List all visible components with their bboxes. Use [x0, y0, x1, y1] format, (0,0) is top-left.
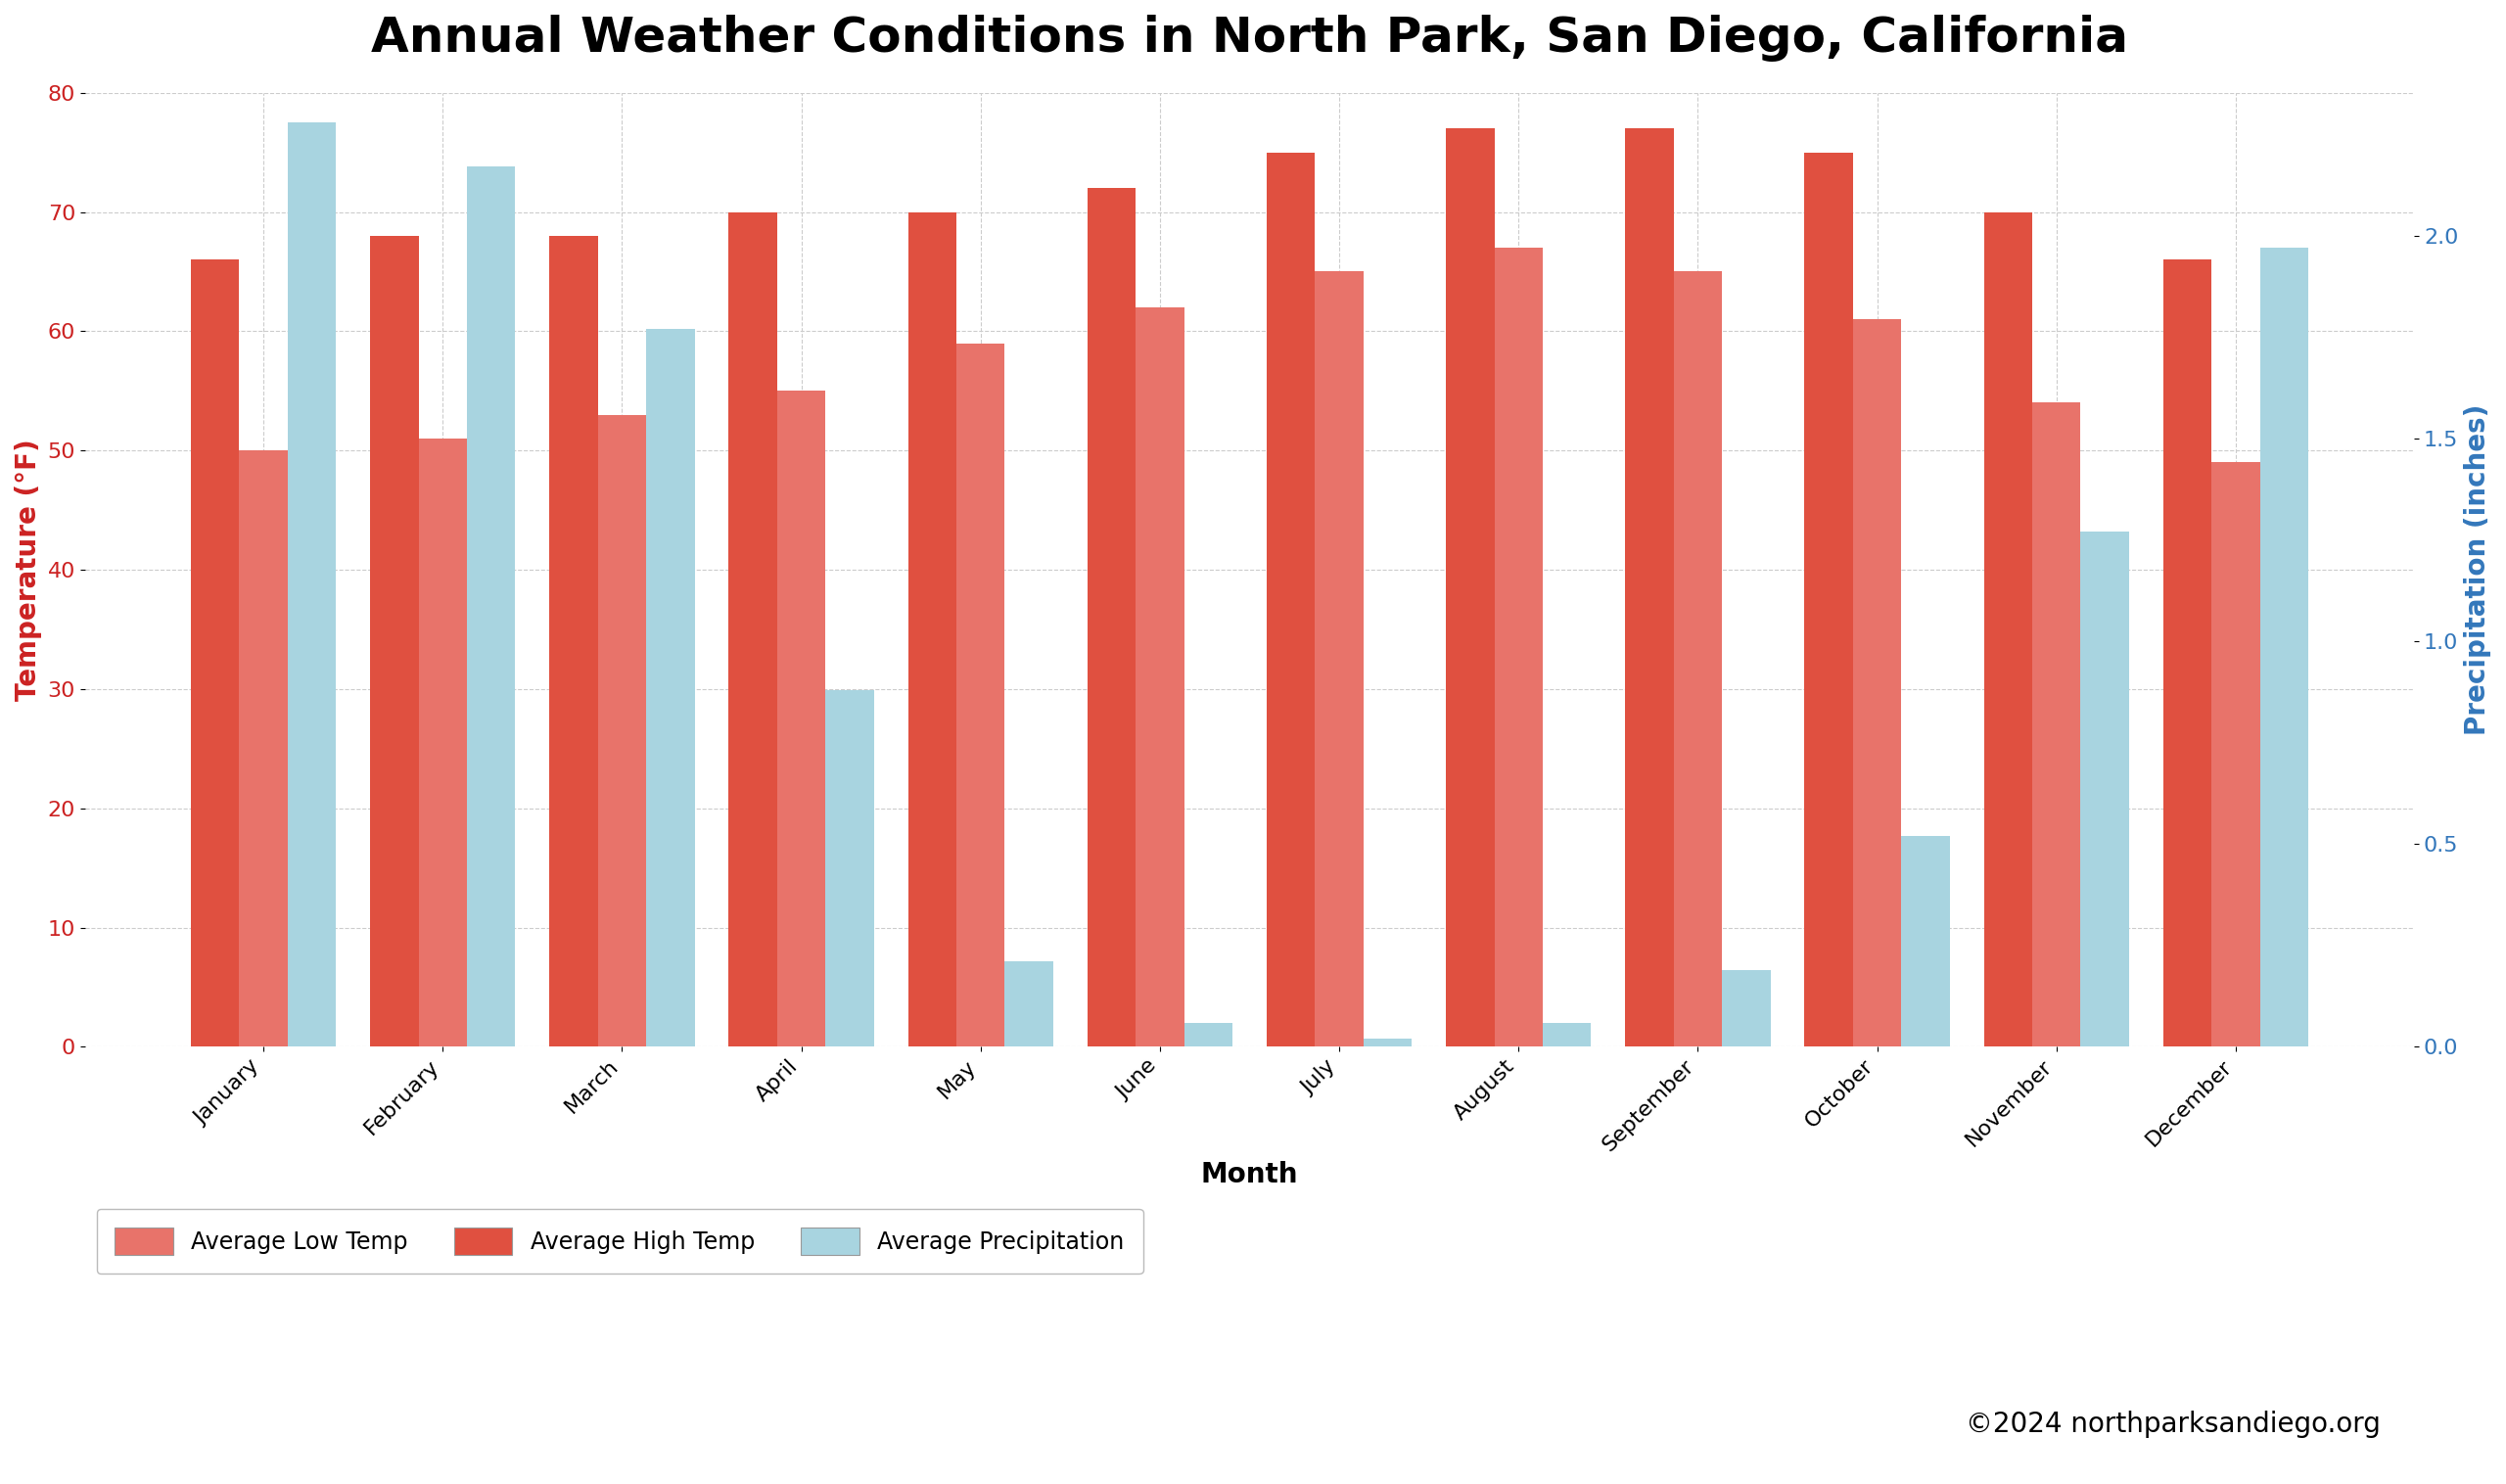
Bar — [1135, 307, 1185, 1046]
Bar — [1852, 319, 1902, 1046]
Bar — [957, 343, 1005, 1046]
Y-axis label: Temperature (°F): Temperature (°F) — [15, 439, 43, 700]
Bar — [2163, 260, 2210, 1046]
Bar — [1722, 969, 1769, 1046]
Bar — [466, 166, 516, 1046]
Bar — [824, 690, 875, 1046]
Legend: Average Low Temp, Average High Temp, Average Precipitation: Average Low Temp, Average High Temp, Ave… — [98, 1208, 1143, 1273]
Bar — [1985, 212, 2032, 1046]
Bar — [907, 212, 957, 1046]
Bar — [1363, 1039, 1411, 1046]
Bar — [1088, 188, 1135, 1046]
Bar — [288, 122, 336, 1046]
Bar — [2210, 463, 2260, 1046]
Bar — [777, 390, 824, 1046]
Bar — [1494, 248, 1544, 1046]
Bar — [1804, 153, 1852, 1046]
Bar — [1005, 962, 1053, 1046]
Bar — [1544, 1022, 1591, 1046]
Bar — [1185, 1022, 1233, 1046]
Bar — [549, 236, 599, 1046]
Title: Annual Weather Conditions in North Park, San Diego, California: Annual Weather Conditions in North Park,… — [371, 15, 2128, 62]
X-axis label: Month: Month — [1200, 1160, 1298, 1189]
Bar — [1266, 153, 1316, 1046]
Bar — [1316, 272, 1363, 1046]
Bar — [2260, 248, 2308, 1046]
Bar — [1446, 129, 1494, 1046]
Bar — [1674, 272, 1722, 1046]
Text: ©2024 northparksandiego.org: ©2024 northparksandiego.org — [1965, 1411, 2381, 1438]
Bar — [371, 236, 419, 1046]
Bar — [2080, 531, 2130, 1046]
Bar — [1626, 129, 1674, 1046]
Bar — [419, 439, 466, 1046]
Bar — [647, 329, 694, 1046]
Bar — [190, 260, 238, 1046]
Bar — [238, 451, 288, 1046]
Bar — [2032, 402, 2080, 1046]
Bar — [1902, 835, 1950, 1046]
Bar — [599, 414, 647, 1046]
Y-axis label: Precipitation (inches): Precipitation (inches) — [2463, 404, 2491, 736]
Bar — [729, 212, 777, 1046]
